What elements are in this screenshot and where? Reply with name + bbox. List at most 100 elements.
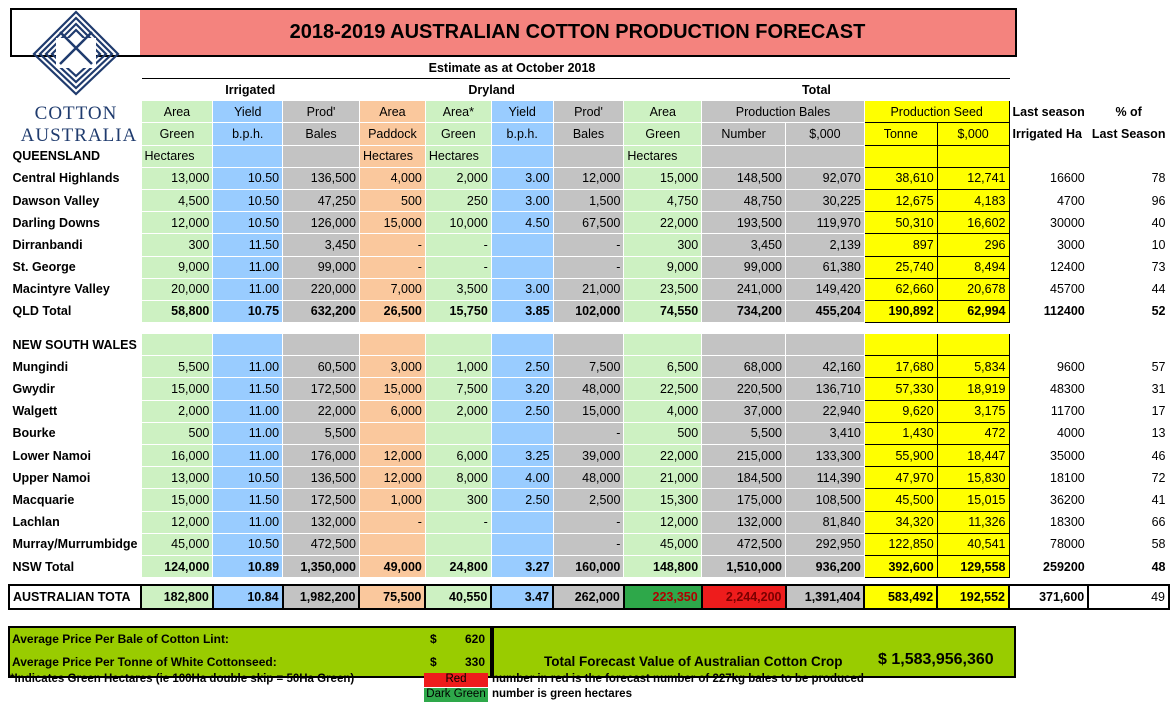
- table-cell: 10.50: [212, 211, 283, 234]
- table-cell: 112400: [1043, 304, 1085, 319]
- table-cell: 58,800: [140, 300, 213, 323]
- table-cell: 12,741: [936, 166, 1010, 190]
- table-cell: 48,000: [553, 377, 624, 401]
- table-cell: 220,500: [701, 377, 786, 401]
- table-cell: 62,994: [936, 299, 1010, 324]
- table-cell: 3.00: [491, 189, 554, 212]
- table-cell: 5,500: [140, 355, 213, 378]
- table-cell: 15,000: [358, 211, 426, 234]
- header-row-2: Green b.p.h. Bales Paddock Green b.p.h. …: [9, 122, 1169, 146]
- table-row: Murray/Murrumbidge 45,000 10.50 472,500-45,…: [9, 532, 1169, 556]
- table-cell: 5,500: [701, 422, 786, 445]
- col-subheader: Bales: [553, 122, 624, 146]
- table-cell: 46: [1151, 448, 1166, 463]
- table-cell: 45,000: [140, 533, 213, 556]
- table-cell: 500: [358, 189, 426, 212]
- row-label: Dirranbandi: [12, 237, 83, 252]
- table-cell: 62,660: [863, 277, 938, 301]
- col-subheader: b.p.h.: [212, 122, 283, 146]
- table-cell: 4,750: [623, 189, 702, 212]
- table-cell: 73: [1151, 260, 1166, 275]
- seed-price-currency: $: [430, 655, 437, 669]
- table-cell: 11.00: [212, 256, 283, 279]
- row-label: Upper Namoi: [12, 470, 91, 485]
- table-cell: 300: [623, 233, 702, 256]
- table-cell: 2,500: [553, 488, 624, 512]
- table-cell: 99,000: [701, 256, 786, 279]
- table-cell: 2,000: [140, 400, 213, 423]
- col-header: Area: [358, 100, 426, 123]
- table-cell: 1,982,200: [281, 584, 361, 611]
- table-cell: 47,250: [282, 189, 360, 212]
- table-cell: 12,675: [863, 188, 938, 213]
- page-title: 2018-2019 AUSTRALIAN COTTON PRODUCTION F…: [140, 10, 1015, 55]
- table-cell: 108,500: [785, 488, 865, 512]
- table-cell: 3,500: [425, 278, 492, 301]
- table-cell: 1,000: [425, 355, 492, 378]
- table-cell: 9,000: [623, 256, 702, 279]
- cotton-australia-logo: COTTON AUSTRALIA: [14, 8, 138, 148]
- table-cell: 3.00: [491, 278, 554, 301]
- table-cell: 13,000: [140, 466, 213, 489]
- table-cell: 41: [1151, 492, 1166, 507]
- table-row: Macquarie 15,000 11.50 172,500 1,000 300 2.50 2…: [9, 488, 1169, 512]
- table-cell: 37,000: [701, 400, 786, 423]
- table-cell: 184,500: [701, 466, 786, 489]
- col-header: Prod': [553, 100, 624, 123]
- table-cell: 12,000: [358, 466, 426, 489]
- table-row: Mungindi 5,500 11.00 60,500 3,000 1,000 2.50 7,…: [9, 355, 1169, 379]
- table-cell: 11.00: [212, 511, 283, 534]
- table-cell: 126,000: [282, 211, 360, 234]
- forecast-label: Total Forecast Value of Australian Cotto…: [544, 654, 843, 669]
- table-cell: 4,000: [358, 167, 426, 190]
- table-cell: 1,510,000: [701, 555, 786, 578]
- table-cell: 15,000: [623, 167, 702, 190]
- seed-price-value: 330: [465, 655, 486, 669]
- table-cell: -: [358, 233, 426, 256]
- table-cell: 2,000: [425, 400, 492, 423]
- table-cell: [425, 533, 492, 556]
- table-cell: 58: [1151, 537, 1166, 552]
- table-cell: 500: [140, 422, 213, 445]
- title-bar: 2018-2019 AUSTRALIAN COTTON PRODUCTION F…: [10, 8, 1017, 57]
- row-label: Mungindi: [12, 359, 69, 374]
- table-cell: 16600: [1050, 171, 1085, 186]
- spacer-row: [9, 578, 1169, 586]
- table-cell: 50,310: [863, 211, 938, 235]
- unit-label: Hectares: [358, 145, 426, 168]
- table-cell: 472,500: [282, 533, 360, 556]
- table-cell: 12,000: [623, 511, 702, 534]
- table-cell: 3,450: [282, 233, 360, 256]
- table-cell: 21,000: [623, 466, 702, 489]
- table-cell: 96: [1151, 193, 1166, 208]
- table-cell: 182,800: [140, 584, 214, 611]
- table-cell: 133,300: [785, 444, 865, 467]
- table-cell: 12400: [1050, 260, 1085, 275]
- table-cell: 176,000: [282, 444, 360, 467]
- row-label: Murray/Murrumbidge: [12, 537, 138, 552]
- table-cell: 936,200: [785, 555, 865, 578]
- price-panel: Average Price Per Bale of Cotton Lint: $…: [8, 626, 492, 678]
- table-cell: 31: [1151, 382, 1166, 397]
- lint-price-value: 620: [465, 632, 486, 646]
- spacer-row: [9, 323, 1169, 334]
- table-cell: 39,000: [553, 444, 624, 467]
- table-cell: 61,380: [785, 256, 865, 279]
- row-label: Walgett: [12, 404, 58, 419]
- table-cell: 1,500: [553, 189, 624, 212]
- table-cell: 68,000: [701, 355, 786, 378]
- table-cell: 472,500: [701, 533, 786, 556]
- table-cell: 119,970: [785, 211, 865, 234]
- table-cell: 1,000: [358, 488, 426, 512]
- table-cell: 11.50: [212, 233, 283, 256]
- table-cell: 15,015: [936, 488, 1010, 512]
- table-cell: 48,750: [701, 189, 786, 212]
- col-header: Production Seed: [863, 100, 1010, 124]
- table-cell: 172,500: [282, 377, 360, 401]
- table-cell: 292,950: [785, 533, 865, 556]
- table-cell: 132,000: [282, 511, 360, 534]
- table-cell: 3,000: [358, 355, 426, 378]
- table-cell: 7,000: [358, 278, 426, 301]
- table-row: Darling Downs 12,000 10.50 126,000 15,000 10,…: [9, 211, 1169, 235]
- col-header: Yield: [491, 100, 554, 123]
